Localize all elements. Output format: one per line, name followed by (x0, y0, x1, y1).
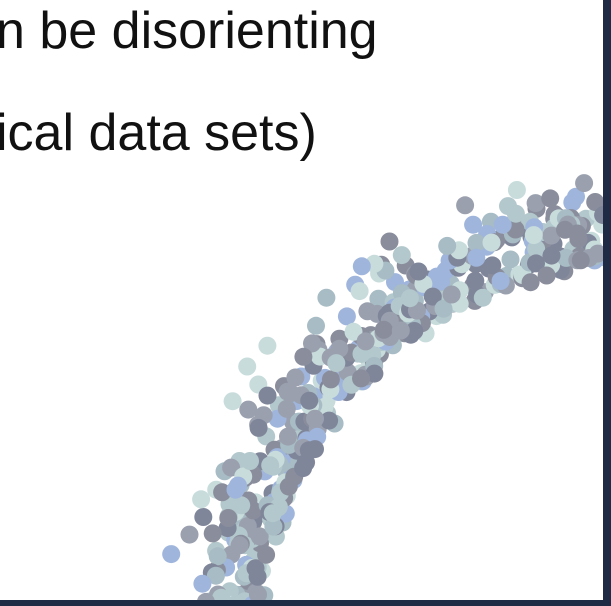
decorative-dot (181, 526, 199, 544)
decorative-dot (502, 251, 520, 269)
page: n be disorienting ical data sets) (() =>… (0, 0, 611, 606)
decorative-dot (456, 196, 474, 214)
decorative-dot (258, 337, 276, 355)
decorative-dot (194, 508, 212, 526)
decorative-dot (352, 369, 370, 387)
slide: n be disorienting ical data sets) (0, 0, 611, 606)
decorative-dot (278, 400, 296, 418)
decorative-dot (224, 392, 242, 410)
decorative-dot (209, 547, 227, 565)
decorative-dot (286, 369, 304, 387)
decorative-dot (307, 317, 325, 335)
decorative-dot (563, 193, 581, 211)
decorative-dot (239, 401, 257, 419)
decorative-dot (464, 216, 482, 234)
decorative-dot (393, 246, 411, 264)
decorative-dot (294, 348, 312, 366)
decorative-dot (474, 289, 492, 307)
decorative-dot (572, 251, 590, 269)
decorative-dot (483, 234, 501, 252)
decorative-dot (410, 263, 428, 281)
decorative-dot (249, 568, 267, 586)
decorative-dot (381, 233, 399, 251)
decorative-dot (229, 477, 247, 495)
decorative-dot (317, 289, 335, 307)
decorative-dot (257, 546, 275, 564)
decorative-dot (353, 257, 371, 275)
decorative-dot (556, 221, 574, 239)
decorative-dot (279, 428, 297, 446)
decorative-dot (443, 286, 461, 304)
decorative-dot (241, 452, 259, 470)
decorative-dot (525, 226, 543, 244)
decorative-dot (351, 282, 369, 300)
decorative-dot (357, 332, 375, 350)
decorative-dot (261, 456, 279, 474)
decorative-dot (264, 504, 282, 522)
decorative-dot (250, 419, 268, 437)
decorative-dot (219, 509, 237, 527)
decorative-dot (231, 536, 249, 554)
slide-background (0, 0, 611, 606)
decorative-dot (306, 440, 324, 458)
decorative-dot (232, 496, 250, 514)
decorative-dot (294, 459, 312, 477)
decorative-dot (204, 524, 222, 542)
decorative-dot (401, 289, 419, 307)
decorative-dot (541, 189, 559, 207)
decorative-dot (162, 545, 180, 563)
decorative-dot (483, 256, 501, 274)
decorative-dot (338, 307, 356, 325)
slide-frame-bottom (0, 600, 611, 606)
decorative-dot (438, 237, 456, 255)
decorative-dot (467, 249, 485, 267)
slide-frame-right (603, 0, 611, 606)
decorative-dot (306, 410, 324, 428)
decorative-dot (259, 387, 277, 405)
decorative-dot (466, 272, 484, 290)
decorative-dot (300, 392, 318, 410)
slide-text-line: ical data sets) (0, 104, 317, 162)
decorative-dot (192, 490, 210, 508)
decorative-dot (543, 247, 561, 265)
decorative-dot (522, 273, 540, 291)
decorative-dot (281, 384, 299, 402)
decorative-dot (375, 321, 393, 339)
decorative-dot (492, 272, 510, 290)
decorative-dot (538, 267, 556, 285)
decorative-dot (238, 358, 256, 376)
slide-text-line: n be disorienting (0, 2, 378, 60)
decorative-dot (575, 174, 593, 192)
decorative-dot (392, 322, 410, 340)
decorative-dot (507, 205, 525, 223)
decorative-dot (193, 575, 211, 593)
decorative-dot (322, 370, 340, 388)
decorative-dot (508, 181, 526, 199)
decorative-dot (327, 354, 345, 372)
